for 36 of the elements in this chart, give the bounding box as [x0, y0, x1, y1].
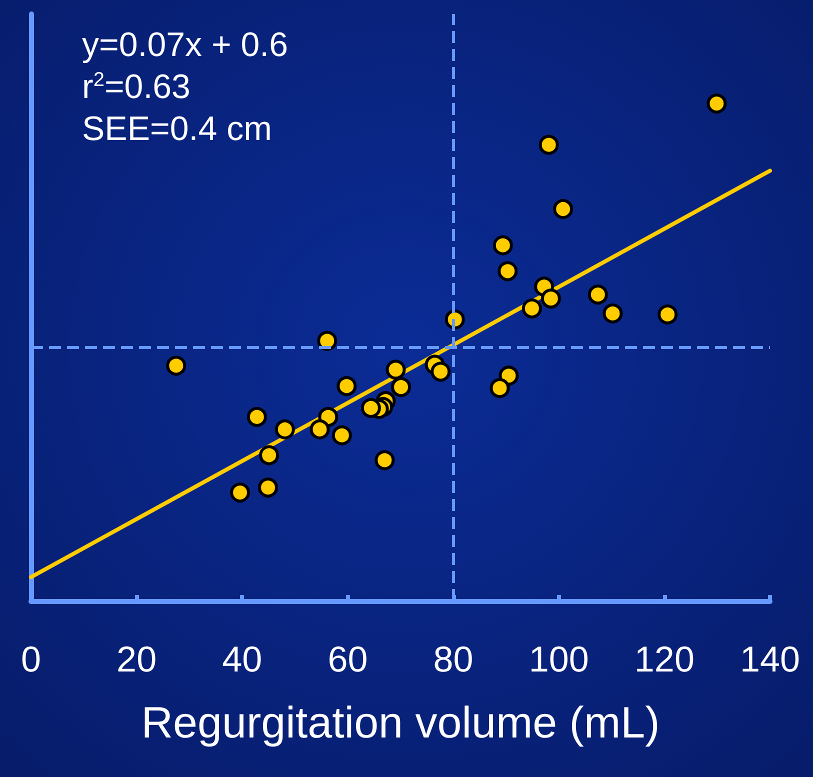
text: y=0.07x + 0.6	[82, 26, 288, 64]
point	[336, 376, 357, 396]
point	[490, 378, 510, 398]
point	[310, 419, 330, 440]
x-tick-label: 120	[634, 638, 694, 680]
point	[602, 303, 623, 324]
point	[360, 398, 381, 418]
point	[258, 478, 278, 498]
point	[538, 134, 559, 155]
point	[166, 356, 186, 376]
point	[259, 445, 280, 466]
x-tick-label: 80	[433, 638, 474, 680]
point	[391, 377, 412, 398]
point	[522, 298, 542, 318]
point	[498, 261, 518, 282]
point	[332, 425, 352, 446]
annotation: SEE=0.4 cm	[82, 110, 272, 148]
x-axis-title: Regurgitation volume (mL)	[141, 698, 660, 748]
point	[588, 284, 608, 305]
x-tick-label: 20	[116, 638, 157, 680]
point	[374, 450, 395, 470]
point	[430, 362, 451, 382]
point	[246, 406, 267, 427]
point	[658, 304, 678, 324]
point	[540, 288, 561, 309]
x-tick-label: 140	[740, 638, 800, 680]
point	[386, 360, 406, 380]
x-tick-label: 60	[328, 638, 368, 680]
x-tick-label: 100	[528, 638, 589, 680]
point	[492, 235, 513, 256]
point	[274, 419, 295, 440]
x-tick-label: 40	[222, 638, 262, 680]
point	[230, 482, 250, 503]
point	[553, 199, 574, 219]
x-tick-label: 0	[20, 638, 42, 680]
point	[706, 94, 727, 114]
